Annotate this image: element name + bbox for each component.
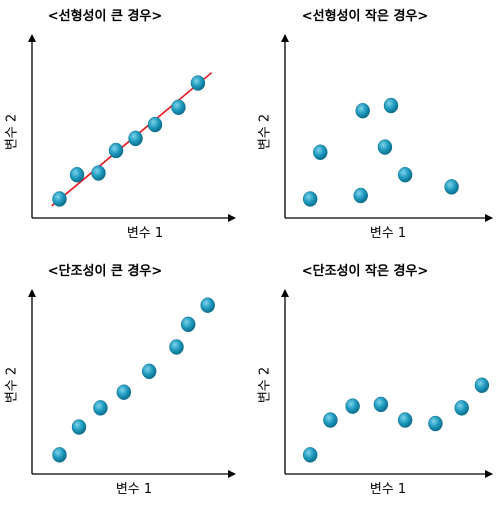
data-point (93, 400, 108, 416)
chart-panel-4: <단조성이 작은 경우> 변수 1 변수 2 (258, 263, 493, 497)
data-point (169, 339, 184, 355)
data-point (454, 400, 469, 416)
data-point (147, 116, 163, 133)
data-point (383, 97, 399, 114)
chart-title: <단조성이 작은 경우> (302, 263, 429, 279)
y-axis-label: 변수 2 (258, 367, 273, 403)
y-axis-label: 변수 2 (258, 114, 273, 150)
x-axis-label: 변수 1 (127, 226, 163, 241)
y-axis-label: 변수 2 (5, 114, 20, 150)
data-point (353, 187, 368, 204)
data-point (200, 297, 215, 313)
data-point (190, 75, 206, 91)
data-point (302, 447, 318, 463)
data-point (355, 102, 370, 119)
data-point (171, 99, 186, 116)
data-point (91, 165, 106, 181)
data-point (71, 419, 87, 435)
data-point (141, 363, 157, 380)
chart-title: <선형성이 작은 경우> (302, 8, 429, 24)
chart-title: <단조성이 큰 경우> (48, 263, 163, 279)
data-point (474, 377, 490, 394)
data-point (444, 179, 459, 195)
chart-panel-2: <선형성이 작은 경우> 변수 1 변수 2 (258, 8, 493, 241)
data-point (108, 142, 124, 159)
data-point (373, 396, 389, 413)
chart-panel-1: <선형성이 큰 경우> 변수 1 변수 2 (5, 8, 236, 241)
data-point (428, 415, 443, 432)
data-point (397, 412, 413, 428)
data-point (69, 167, 85, 183)
data-point (302, 191, 318, 207)
data-point (323, 412, 338, 428)
x-axis-label: 변수 1 (370, 482, 406, 497)
data-point (377, 139, 393, 155)
data-point (313, 144, 328, 161)
x-axis-label: 변수 1 (370, 226, 406, 241)
data-point (397, 167, 413, 183)
data-point (128, 130, 143, 147)
chart-panel-3: <단조성이 큰 경우> 변수 1 변수 2 (5, 263, 236, 497)
y-axis-label: 변수 2 (5, 367, 20, 403)
data-point (116, 384, 132, 400)
data-point (180, 316, 196, 333)
chart-title: <선형성이 큰 경우> (48, 8, 163, 24)
data-point (345, 398, 360, 414)
data-point (52, 447, 67, 463)
x-axis-label: 변수 1 (116, 482, 152, 497)
data-point (52, 191, 67, 207)
